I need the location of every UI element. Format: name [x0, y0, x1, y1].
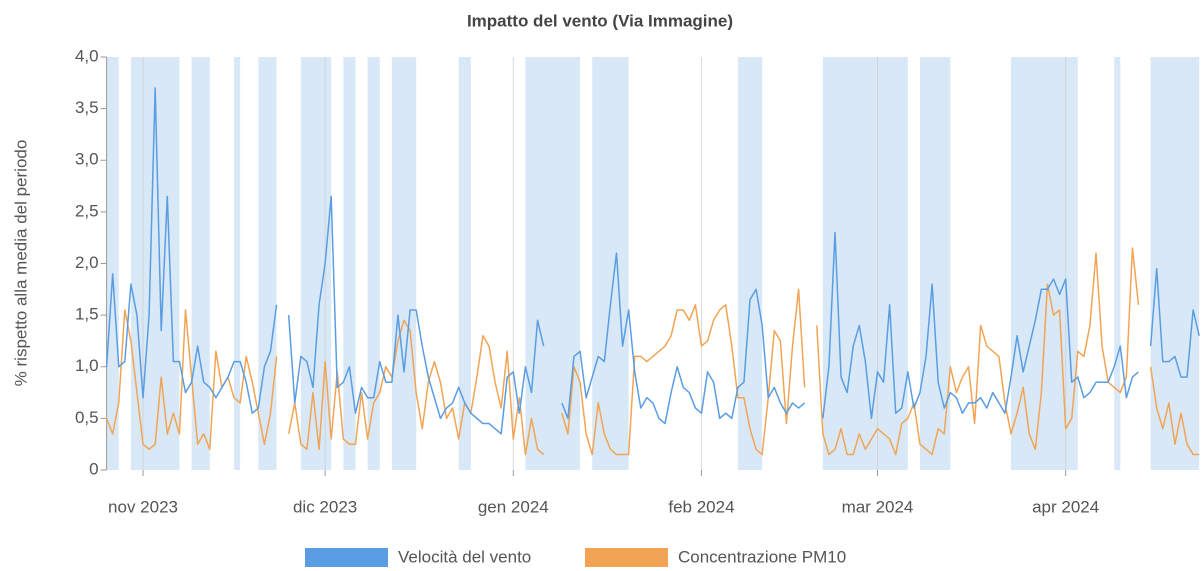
- highlight-band: [919, 57, 951, 470]
- x-tick-label: nov 2023: [108, 497, 178, 516]
- x-tick-label: feb 2024: [668, 497, 734, 516]
- highlight-band: [300, 57, 332, 470]
- highlight-band: [367, 57, 380, 470]
- y-tick-label: 2,5: [75, 201, 99, 220]
- legend-swatch: [585, 548, 668, 567]
- y-tick-label: 3,5: [75, 98, 99, 117]
- y-tick-label: 4,0: [75, 46, 99, 65]
- highlight-band: [1011, 57, 1078, 470]
- x-tick-label: dic 2023: [293, 497, 357, 516]
- series-line: [105, 87, 1200, 435]
- y-tick-label: 0: [89, 459, 98, 478]
- highlight-band: [258, 57, 277, 470]
- legend-label: Velocità del vento: [398, 547, 531, 566]
- y-tick-label: 1,0: [75, 356, 99, 375]
- highlight-band: [1150, 57, 1200, 470]
- x-tick-label: apr 2024: [1032, 497, 1099, 516]
- y-tick-label: 3,0: [75, 150, 99, 169]
- highlight-band: [106, 57, 119, 470]
- highlight-band: [525, 57, 581, 470]
- highlight-band: [130, 57, 180, 470]
- series-line: [105, 247, 1200, 456]
- x-tick-label: mar 2024: [842, 497, 914, 516]
- y-tick-label: 1,5: [75, 305, 99, 324]
- y-tick-label: 2,0: [75, 253, 99, 272]
- highlight-band: [343, 57, 356, 470]
- legend-label: Concentrazione PM10: [678, 547, 846, 566]
- y-axis-label: % rispetto alla media del periodo: [11, 140, 30, 387]
- legend-swatch: [305, 548, 388, 567]
- highlight-band: [458, 57, 471, 470]
- chart-title: Impatto del vento (Via Immagine): [467, 11, 733, 30]
- highlight-band: [592, 57, 629, 470]
- highlight-band: [737, 57, 763, 470]
- y-tick-label: 0,5: [75, 408, 99, 427]
- highlight-band: [1114, 57, 1121, 470]
- highlight-band: [234, 57, 241, 470]
- x-tick-label: gen 2024: [478, 497, 549, 516]
- highlight-band: [191, 57, 210, 470]
- highlight-band: [391, 57, 417, 470]
